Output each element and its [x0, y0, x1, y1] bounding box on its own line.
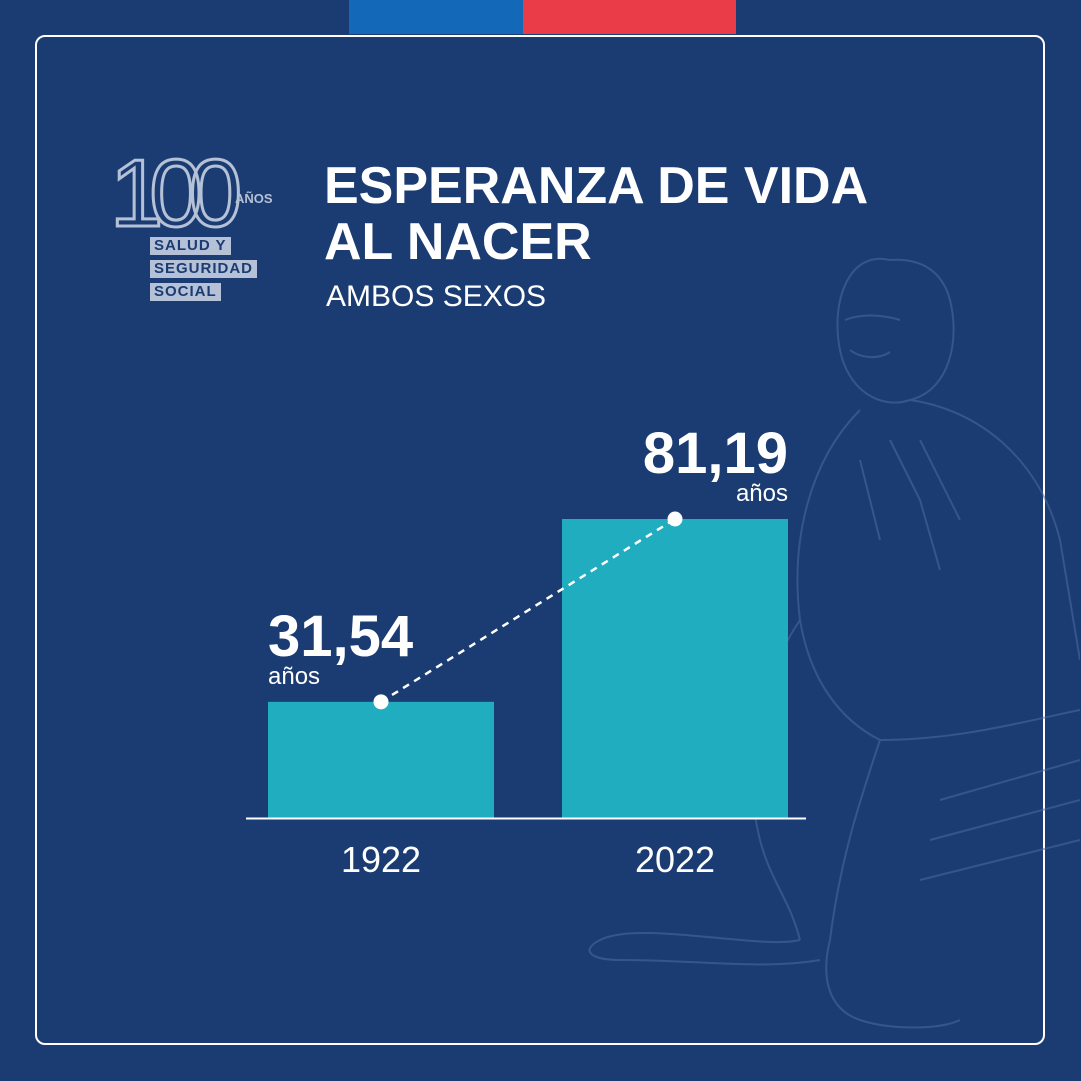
bar-1922 — [268, 701, 494, 818]
value-label-2022: 81,19 — [643, 421, 788, 486]
bar-2022 — [562, 519, 788, 818]
unit-label-1922: años — [268, 663, 320, 690]
centenary-logo: 100 AÑOS SALUD Y SEGURIDAD SOCIAL — [108, 144, 290, 310]
trend-point-2022 — [667, 511, 683, 527]
logo-tag-line-2: SEGURIDAD — [150, 260, 258, 278]
unit-label-2022: años — [736, 480, 788, 507]
logo-tag-line-3: SOCIAL — [150, 283, 221, 301]
subtitle: AMBOS SEXOS — [326, 280, 547, 313]
page-title: ESPERANZA DE VIDA AL NACER — [324, 158, 924, 270]
logo-number: 100 — [108, 140, 243, 247]
logo-tag-line-1: SALUD Y — [150, 237, 231, 255]
trend-line — [380, 517, 676, 703]
trend-point-1922 — [373, 694, 389, 710]
flag-stripe-red — [523, 0, 736, 34]
content-frame — [35, 35, 1045, 1045]
flag-stripe-blue — [349, 0, 523, 34]
value-label-1922: 31,54 — [268, 604, 413, 669]
logo-anos-text: AÑOS — [235, 191, 273, 206]
title-line-2: AL NACER — [324, 213, 592, 271]
category-label-1922: 1922 — [341, 839, 421, 880]
category-label-2022: 2022 — [635, 839, 715, 880]
title-line-1: ESPERANZA DE VIDA — [324, 157, 869, 215]
